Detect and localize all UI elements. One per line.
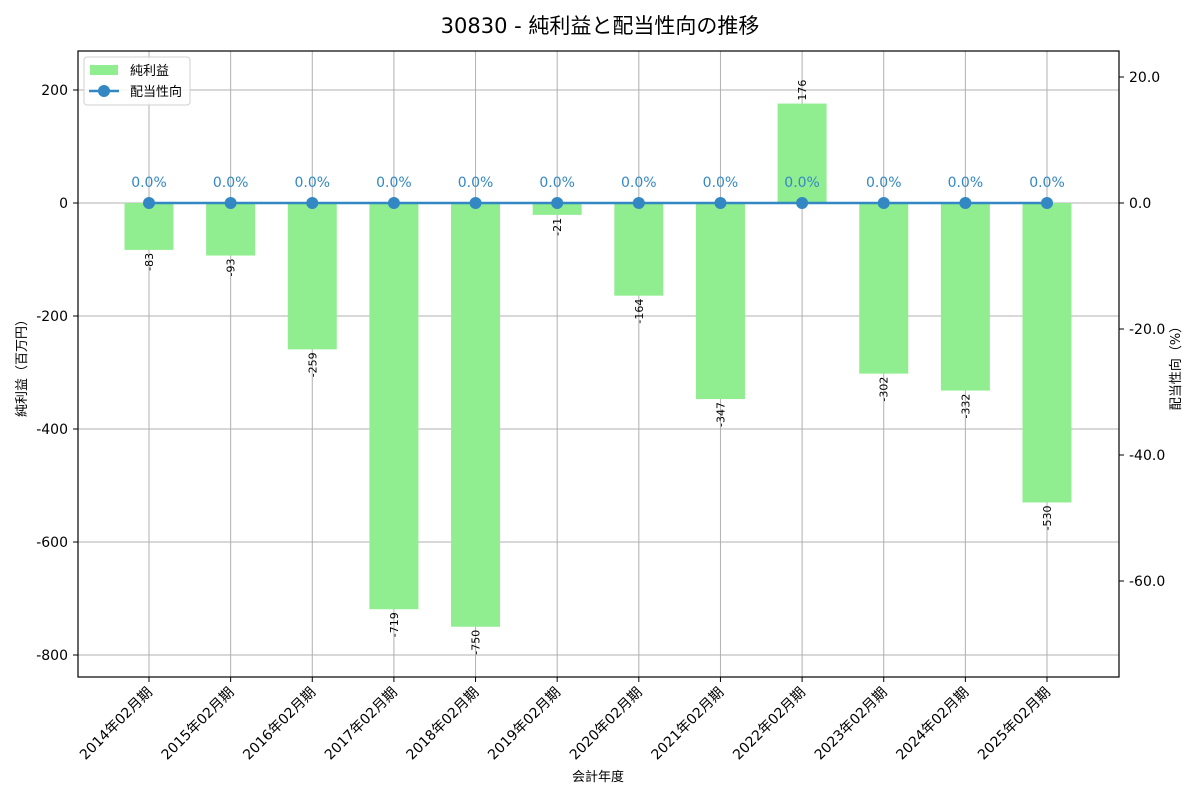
bar-value-label: -332 (959, 394, 972, 419)
left-tick-label: -400 (36, 422, 68, 438)
x-tick-label: 2025年02月期 (975, 685, 1054, 764)
x-tick-label: 2014年02月期 (77, 685, 156, 764)
axes-frame (77, 50, 1120, 678)
legend-bar-swatch (90, 65, 118, 75)
bar (287, 203, 337, 350)
payout-ratio-marker (387, 197, 400, 209)
payout-ratio-marker (714, 197, 727, 209)
left-axis-label: 純利益（百万円） (15, 313, 30, 417)
bar-value-label: -750 (470, 630, 483, 655)
bar-series-net-income (124, 103, 1072, 627)
left-tick-label: -600 (36, 535, 68, 551)
right-tick-label: 0.0 (1129, 196, 1151, 212)
payout-ratio-label: 0.0% (948, 175, 984, 191)
payout-ratio-label: 0.0% (458, 175, 494, 191)
payout-ratio-label: 0.0% (1029, 175, 1065, 191)
x-tick-label: 2022年02月期 (730, 685, 809, 764)
bar (1022, 203, 1072, 503)
bar-value-label: -93 (225, 259, 238, 277)
legend-line-marker (98, 85, 110, 97)
left-y-axis: 200 0 -200 -400 -600 -800 純利益（百万円） (15, 83, 78, 664)
payout-ratio-marker (306, 197, 319, 209)
payout-ratio-label: 0.0% (213, 175, 249, 191)
left-tick-label: 200 (41, 83, 68, 99)
x-tick-label: 2019年02月期 (485, 685, 564, 764)
bar (695, 203, 745, 400)
x-tick-label: 2015年02月期 (159, 685, 238, 764)
payout-ratio-marker (469, 197, 482, 209)
right-tick-label: -40.0 (1129, 448, 1165, 464)
bar (940, 203, 990, 391)
chart-title: 30830 - 純利益と配当性向の推移 (440, 14, 760, 38)
right-tick-label: -20.0 (1129, 322, 1165, 338)
x-axis-label: 会計年度 (572, 769, 624, 785)
bar (777, 103, 827, 203)
x-tick-label: 2020年02月期 (567, 685, 646, 764)
left-tick-label: 0 (59, 196, 68, 212)
line-series-payout-ratio: 0.0% 0.0% 0.0% 0.0% 0.0% 0.0% 0.0% 0.0% 0.0% 0.0%… (131, 175, 1065, 209)
payout-ratio-label: 0.0% (703, 175, 739, 191)
payout-ratio-marker (877, 197, 890, 209)
left-tick-label: -800 (36, 648, 68, 664)
bar (369, 203, 419, 610)
right-axis-label: 配当性向（%） (1168, 320, 1184, 410)
bar-value-label: -347 (714, 402, 727, 427)
payout-ratio-label: 0.0% (131, 175, 167, 191)
bar-value-labels: -83 -93 -259 -719 -750 -21 -164 -347 176 -302 -332… (143, 80, 1054, 655)
bar-value-label: -530 (1041, 505, 1054, 530)
x-tick-label: 2017年02月期 (322, 685, 401, 764)
bar (451, 203, 501, 627)
bar (859, 203, 909, 374)
payout-ratio-marker (632, 197, 645, 209)
payout-ratio-marker (796, 197, 809, 209)
payout-ratio-marker (224, 197, 237, 209)
plot-frame (77, 50, 1120, 678)
bar-value-label: -83 (143, 253, 156, 271)
bar-value-label: -719 (388, 612, 401, 637)
bar (614, 203, 664, 296)
left-tick-label: -200 (36, 309, 68, 325)
x-tick-label: 2024年02月期 (893, 685, 972, 764)
right-tick-label: -60.0 (1129, 574, 1165, 590)
payout-ratio-marker (551, 197, 564, 209)
bar (124, 203, 174, 250)
bar-value-label: 176 (796, 80, 809, 101)
bar-value-label: -164 (633, 299, 646, 324)
payout-ratio-marker (959, 197, 972, 209)
payout-ratio-label: 0.0% (294, 175, 330, 191)
x-tick-label: 2023年02月期 (812, 685, 891, 764)
bar-value-label: -21 (551, 218, 564, 236)
payout-ratio-label: 0.0% (621, 175, 657, 191)
x-axis: 2014年02月期 2015年02月期 2016年02月期 2017年02月期 2018… (77, 677, 1054, 785)
payout-ratio-label: 0.0% (376, 175, 412, 191)
right-y-axis: 20.0 0.0 -20.0 -40.0 -60.0 配当性向（%） (1119, 70, 1184, 590)
payout-ratio-label: 0.0% (784, 175, 820, 191)
payout-ratio-label: 0.0% (539, 175, 575, 191)
legend-bar-label: 純利益 (130, 64, 169, 79)
x-tick-label: 2018年02月期 (404, 685, 483, 764)
payout-ratio-marker (143, 197, 155, 209)
payout-ratio-marker (1041, 197, 1053, 209)
x-tick-label: 2016年02月期 (240, 685, 319, 764)
legend-line-label: 配当性向 (130, 84, 182, 100)
payout-ratio-label: 0.0% (866, 175, 902, 191)
right-tick-label: 20.0 (1129, 70, 1160, 86)
x-tick-label: 2021年02月期 (648, 685, 727, 764)
bar-value-label: -259 (306, 352, 319, 377)
bar (206, 203, 256, 256)
bar-value-label: -302 (878, 377, 891, 402)
